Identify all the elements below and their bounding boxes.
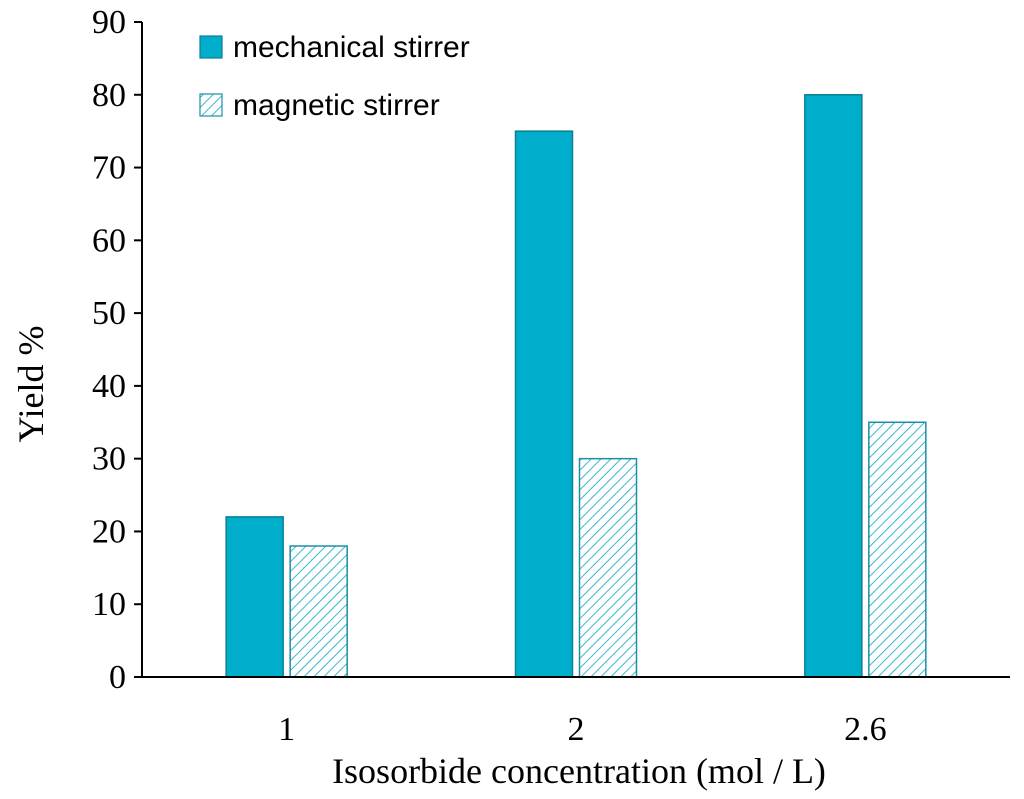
legend-swatch-mechanical [199, 35, 223, 59]
legend-label: mechanical stirrer [233, 31, 470, 64]
bar-magnetic-stirrer [578, 457, 638, 678]
x-axis-title: Isosorbide concentration (mol / L) [332, 751, 826, 791]
y-tick-label: 60 [92, 222, 126, 259]
y-ticks-group: 0 10 20 30 40 50 60 70 80 90 [92, 4, 142, 696]
bar-magnetic-stirrer [289, 545, 348, 678]
y-tick-label: 90 [92, 4, 126, 41]
y-tick-label: 20 [92, 513, 126, 550]
y-tick-label: 0 [109, 659, 126, 696]
y-tick-label: 40 [92, 368, 126, 405]
legend-swatch-magnetic [199, 93, 223, 117]
x-tick-label: 2 [568, 711, 585, 748]
y-tick-label: 50 [92, 295, 126, 332]
bar-mechanical-stirrer [804, 94, 863, 678]
bar-magnetic-stirrer [868, 421, 927, 678]
y-tick-label: 70 [92, 150, 126, 187]
legend-label: magnetic stirrer [233, 89, 440, 122]
bar-mechanical-stirrer [225, 516, 284, 678]
legend: mechanical stirrer magnetic stirrer [199, 31, 470, 122]
x-ticks-group: 1 2 2.6 [278, 711, 886, 748]
x-tick-label: 1 [278, 711, 295, 748]
bars-group [225, 94, 927, 678]
y-tick-label: 30 [92, 441, 126, 478]
y-axis-title: Yield % [11, 326, 51, 443]
x-tick-label: 2.6 [844, 711, 887, 748]
bar-mechanical-stirrer [514, 130, 574, 678]
y-tick-label: 80 [92, 77, 126, 114]
y-tick-label: 10 [92, 586, 126, 623]
